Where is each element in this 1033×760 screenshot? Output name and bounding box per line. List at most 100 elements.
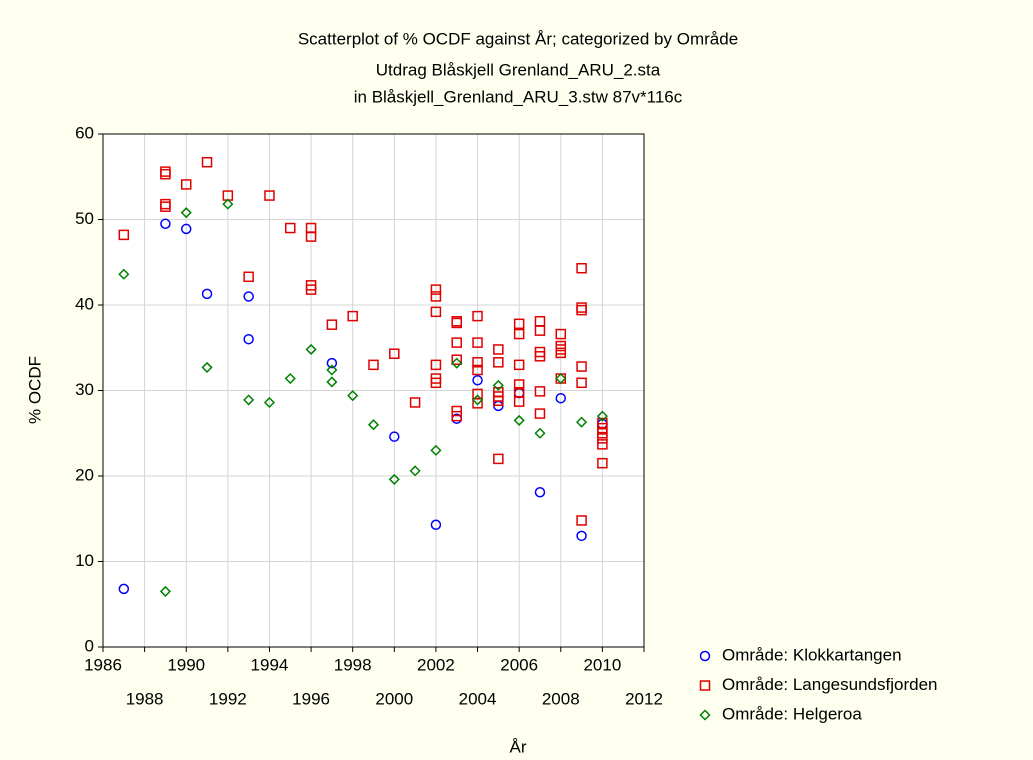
scatter-point bbox=[388, 473, 400, 485]
scatter-point bbox=[347, 390, 359, 402]
scatter-point bbox=[326, 364, 338, 376]
scatter-point bbox=[118, 268, 130, 280]
scatter-point bbox=[201, 361, 213, 373]
scatter-point bbox=[513, 328, 525, 340]
scatter-point bbox=[493, 344, 504, 355]
y-tick-label: 20 bbox=[75, 465, 94, 484]
legend-label: Område: Klokkartangen bbox=[722, 645, 902, 664]
x-tick-label: 1986 bbox=[84, 655, 122, 674]
x-tick-label: 1994 bbox=[251, 655, 289, 674]
y-tick-label: 60 bbox=[75, 123, 94, 142]
scatter-point bbox=[263, 396, 276, 409]
scatter-point bbox=[430, 284, 442, 295]
scatter-point bbox=[305, 284, 317, 295]
scatter-point bbox=[409, 397, 421, 408]
scatter-point bbox=[284, 372, 296, 385]
scatter-point bbox=[430, 359, 442, 371]
scatter-point bbox=[180, 179, 192, 190]
x-tick-label: 1990 bbox=[167, 655, 205, 674]
y-tick-label: 50 bbox=[75, 209, 94, 228]
scatter-point bbox=[243, 394, 255, 406]
legend-marker bbox=[699, 709, 711, 721]
y-tick-label: 40 bbox=[75, 294, 94, 313]
scatter-point bbox=[534, 386, 546, 397]
scatter-point bbox=[576, 304, 587, 316]
x-tick-label: 1998 bbox=[334, 655, 372, 674]
legend-label: Område: Langesundsfjorden bbox=[722, 675, 937, 694]
scatter-point bbox=[159, 585, 171, 597]
scatter-point bbox=[201, 288, 213, 300]
scatter-point bbox=[160, 218, 171, 230]
scatter-point bbox=[243, 333, 254, 345]
scatter-point bbox=[430, 519, 442, 530]
x-tick-label: 1996 bbox=[292, 689, 330, 708]
scatter-point bbox=[472, 374, 483, 386]
scatter-point bbox=[513, 414, 525, 426]
scatter-point bbox=[160, 201, 171, 212]
x-tick-label: 2000 bbox=[375, 689, 413, 708]
scatter-point bbox=[222, 198, 234, 210]
scatter-point bbox=[180, 223, 192, 235]
scatter-point bbox=[326, 357, 338, 369]
scatter-point bbox=[409, 465, 421, 477]
scatter-point bbox=[534, 427, 546, 439]
scatter-point bbox=[555, 392, 567, 404]
x-tick-label: 2002 bbox=[417, 655, 455, 674]
scatter-point bbox=[326, 319, 338, 330]
scatter-point bbox=[576, 515, 587, 526]
scatter-point bbox=[472, 337, 483, 348]
x-tick-label: 2004 bbox=[459, 689, 497, 708]
y-tick-label: 10 bbox=[75, 551, 94, 570]
chart-subtitle: Utdrag Blåskjell Grenland_ARU_2.sta bbox=[376, 60, 661, 79]
scatter-point bbox=[534, 486, 546, 498]
x-tick-label: 2010 bbox=[583, 655, 621, 674]
chart-subtitle: in Blåskjell_Grenland_ARU_3.stw 87v*116c bbox=[354, 87, 683, 106]
y-axis-label: % OCDF bbox=[25, 356, 44, 424]
x-axis-label: År bbox=[510, 737, 527, 756]
scatter-point bbox=[160, 168, 171, 180]
scatter-point bbox=[555, 347, 567, 359]
scatter-point bbox=[389, 431, 400, 442]
scatter-point bbox=[430, 306, 442, 318]
scatter-point bbox=[305, 231, 317, 242]
scatter-point bbox=[513, 379, 525, 390]
x-tick-label: 2012 bbox=[625, 689, 663, 708]
scatter-point bbox=[243, 291, 254, 302]
scatter-point bbox=[430, 377, 442, 389]
scatter-point bbox=[451, 337, 462, 348]
scatter-point bbox=[472, 364, 483, 376]
scatter-point bbox=[513, 318, 525, 330]
scatter-point bbox=[118, 583, 130, 595]
legend-marker bbox=[699, 650, 711, 662]
scatter-point bbox=[555, 372, 567, 385]
scatter-point bbox=[597, 433, 608, 444]
scatter-point bbox=[451, 354, 462, 365]
scatter-point bbox=[285, 222, 296, 234]
scatter-point bbox=[118, 229, 130, 241]
x-tick-label: 1988 bbox=[126, 689, 164, 708]
scatter-point bbox=[264, 190, 275, 201]
scatter-point bbox=[534, 408, 546, 419]
scatter-point bbox=[576, 530, 587, 542]
scatter-point bbox=[472, 310, 483, 322]
scatter-point bbox=[576, 361, 587, 372]
scatter-point bbox=[368, 359, 379, 371]
scatter-point bbox=[347, 310, 358, 322]
scatter-point bbox=[576, 377, 587, 389]
scatter-point bbox=[430, 444, 442, 456]
scatter-point bbox=[243, 271, 254, 283]
scatter-point bbox=[451, 410, 462, 422]
x-tick-label: 1992 bbox=[209, 689, 247, 708]
legend-label: Område: Helgeroa bbox=[722, 704, 862, 723]
scatter-point bbox=[492, 379, 504, 391]
scatter-point bbox=[367, 419, 380, 431]
scatter-point bbox=[555, 328, 567, 340]
scatter-point bbox=[305, 343, 317, 356]
scatter-point bbox=[201, 156, 213, 168]
scatter-point bbox=[597, 439, 608, 450]
scatter-point bbox=[451, 317, 462, 329]
scatter-point bbox=[513, 396, 525, 407]
scatter-point bbox=[180, 207, 192, 219]
plot-border bbox=[102, 133, 645, 648]
